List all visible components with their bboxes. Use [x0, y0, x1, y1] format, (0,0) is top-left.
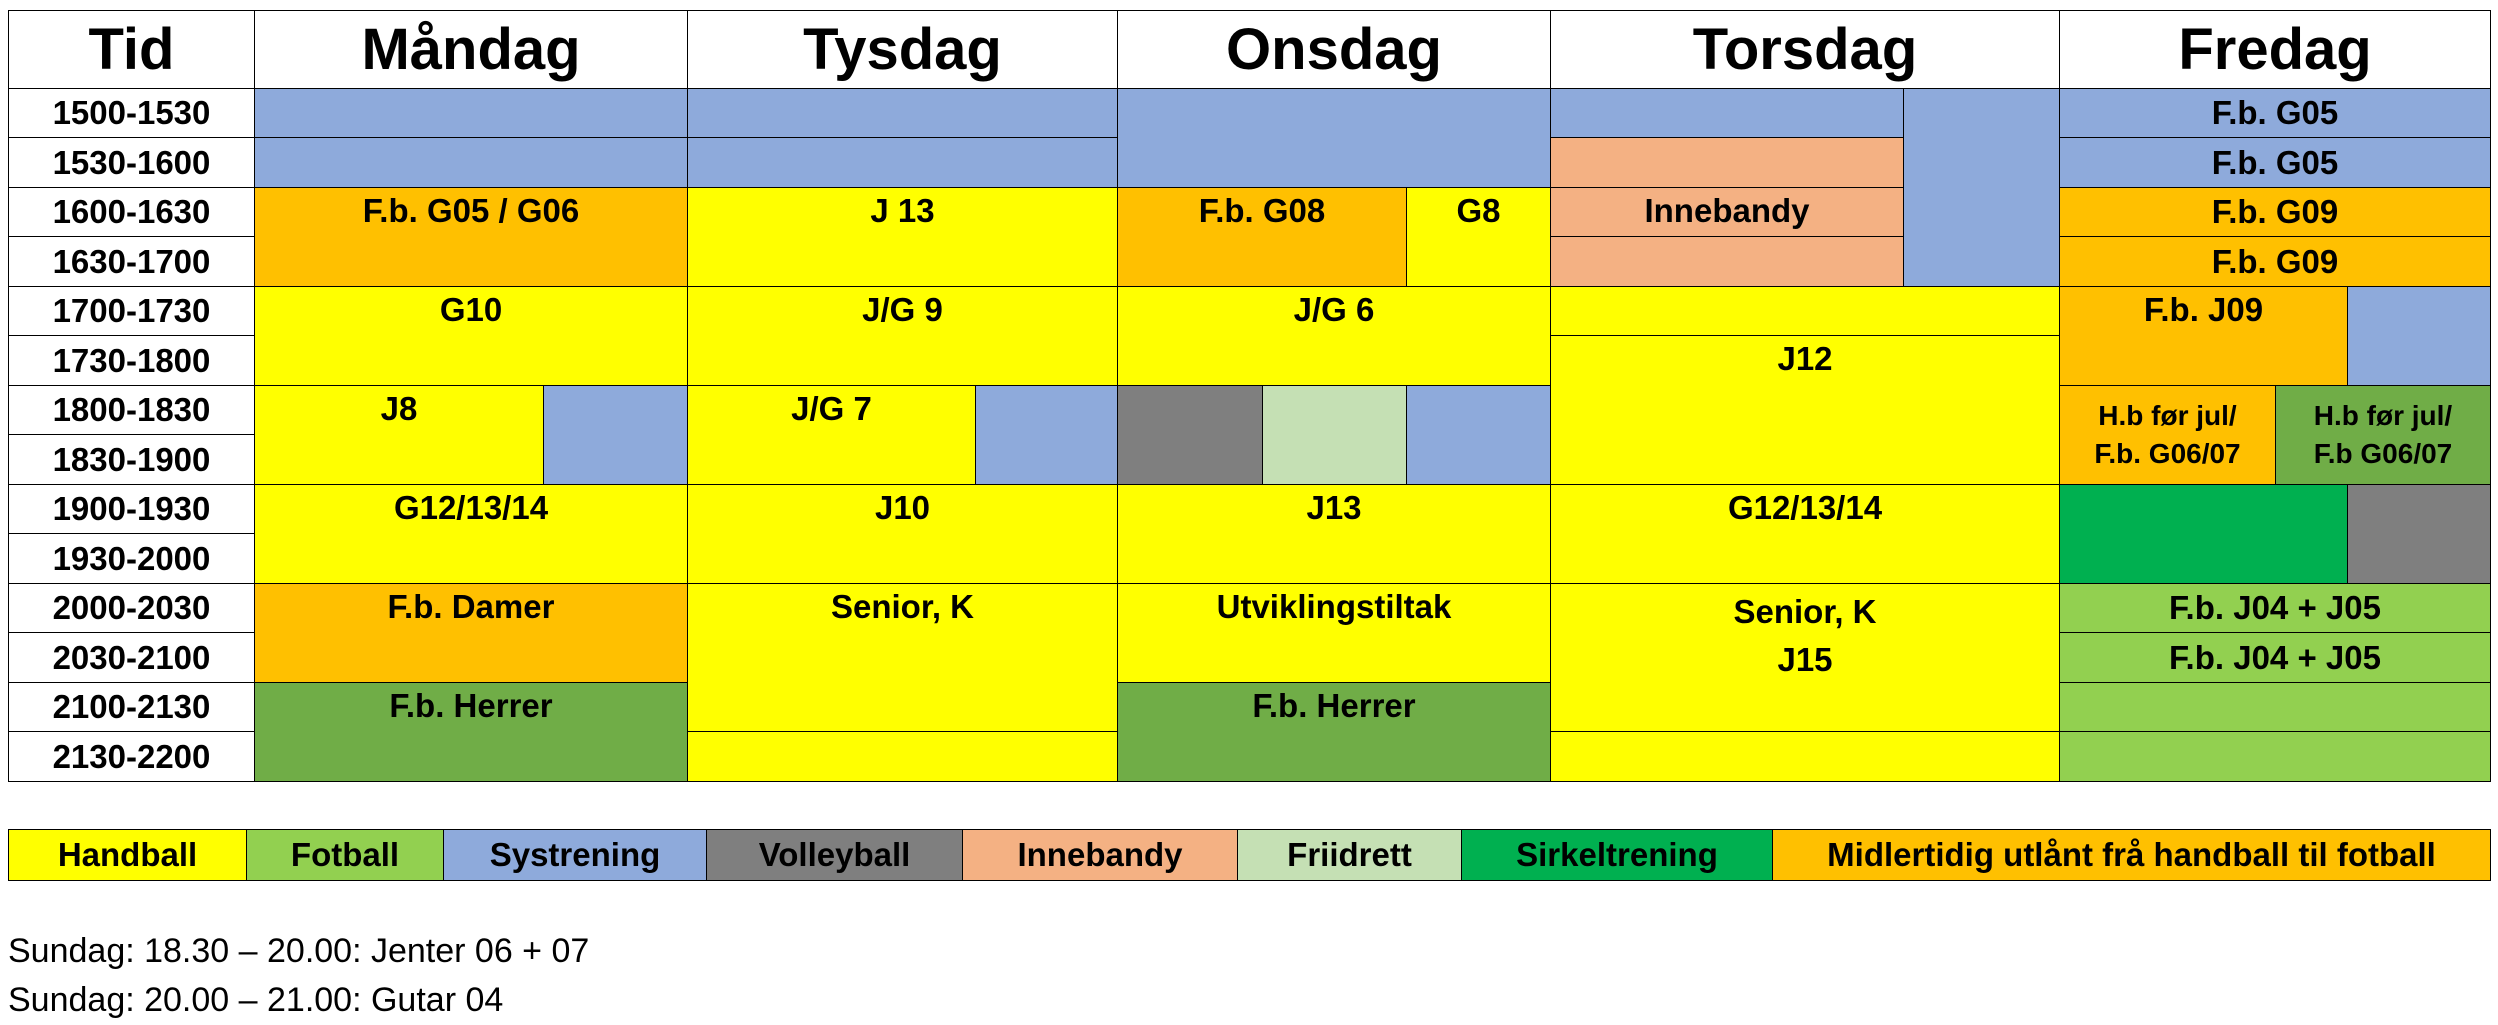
slot-handball — [1550, 286, 2060, 336]
legend: Handball Fotball Systrening Volleyball I… — [8, 829, 2491, 881]
time-slot: 1600-1630 — [8, 187, 255, 237]
slot-utlant: F.b. J09 — [2059, 286, 2348, 386]
label-fb-g06-07: F.b G06/07 — [2313, 438, 2453, 469]
schedule-table: Tid Måndag Tysdag Onsdag Torsdag Fredag … — [8, 10, 2491, 782]
slot-handball: J 13 — [687, 187, 1118, 287]
header-day-fredag: Fredag — [2059, 10, 2491, 89]
slot-fotball — [2059, 682, 2491, 732]
time-slot: 1830-1900 — [8, 434, 255, 485]
time-slot: 1900-1930 — [8, 484, 255, 534]
time-slot: 2000-2030 — [8, 583, 255, 633]
header-day-onsdag: Onsdag — [1117, 10, 1551, 89]
slot-handball: J/G 9 — [687, 286, 1118, 386]
slot-systrening — [1117, 88, 1551, 188]
legend-sirkeltrening: Sirkeltrening — [1461, 829, 1773, 881]
slot-systrening — [1406, 385, 1551, 485]
label-hb-for-jul: H.b før jul/ — [2098, 400, 2237, 431]
slot-handball: J10 — [687, 484, 1118, 584]
slot-handball: Senior, K — [687, 583, 1118, 732]
slot-handball: J/G 6 — [1117, 286, 1551, 386]
slot-innebandy: Innebandy — [1550, 187, 1904, 237]
header-tid: Tid — [8, 10, 255, 89]
slot-utlant: F.b. G09 — [2059, 236, 2491, 287]
time-slot: 2030-2100 — [8, 632, 255, 683]
slot-innebandy — [1550, 137, 1904, 188]
time-slot: 1630-1700 — [8, 236, 255, 287]
slot-handball — [687, 731, 1118, 782]
time-slot: 1530-1600 — [8, 137, 255, 188]
slot-fotball: F.b. J04 + J05 — [2059, 632, 2491, 683]
slot-handball: G12/13/14 — [1550, 484, 2060, 584]
legend-friidrett: Friidrett — [1237, 829, 1462, 881]
slot-systrening — [1903, 88, 2060, 287]
legend-volleyball: Volleyball — [706, 829, 963, 881]
slot-handball — [1550, 731, 2060, 782]
slot-fotball: H.b før jul/ F.b G06/07 — [2275, 385, 2491, 485]
legend-handball: Handball — [8, 829, 247, 881]
time-slot: 1500-1530 — [8, 88, 255, 138]
slot-systrening — [2347, 286, 2491, 386]
time-slot: 2100-2130 — [8, 682, 255, 732]
slot-fotball — [2059, 731, 2491, 782]
slot-handball: J12 — [1550, 335, 2060, 485]
legend-innebandy: Innebandy — [962, 829, 1238, 881]
slot-systrening — [1550, 88, 1904, 138]
slot-systrening: F.b. G05 — [2059, 88, 2491, 138]
time-slot: 1800-1830 — [8, 385, 255, 435]
time-slot: 2130-2200 — [8, 731, 255, 782]
header-day-mandag: Måndag — [254, 10, 688, 89]
slot-utlant: F.b. Damer — [254, 583, 688, 683]
slot-handball: J/G 7 — [687, 385, 976, 485]
label-j15: J15 — [1777, 641, 1833, 678]
slot-handball: G8 — [1406, 187, 1551, 287]
slot-fotball: F.b. J04 + J05 — [2059, 583, 2491, 633]
slot-fotball: F.b. Herrer — [1117, 682, 1551, 782]
slot-handball: J13 — [1117, 484, 1551, 584]
time-slot: 1930-2000 — [8, 533, 255, 584]
slot-systrening — [975, 385, 1118, 485]
slot-handball: G10 — [254, 286, 688, 386]
slot-utlant: F.b. G05 / G06 — [254, 187, 688, 287]
slot-volleyball — [2347, 484, 2491, 584]
legend-utlant: Midlertidig utlånt frå handball til fotb… — [1772, 829, 2491, 881]
slot-systrening — [254, 137, 688, 188]
label-senior-k: Senior, K — [1733, 593, 1877, 630]
slot-utlant: F.b. G08 — [1117, 187, 1407, 287]
slot-systrening — [254, 88, 688, 138]
time-slot: 1730-1800 — [8, 335, 255, 386]
slot-systrening — [543, 385, 688, 485]
slot-fotball: F.b. Herrer — [254, 682, 688, 782]
slot-friidrett — [1262, 385, 1407, 485]
slot-sirkeltrening — [2059, 484, 2348, 584]
header-day-tysdag: Tysdag — [687, 10, 1118, 89]
legend-fotball: Fotball — [246, 829, 444, 881]
label-fb-g06-07: F.b. G06/07 — [2094, 438, 2241, 469]
slot-systrening — [687, 137, 1118, 188]
label-hb-for-jul: H.b før jul/ — [2313, 400, 2453, 431]
slot-utlant: H.b før jul/ F.b. G06/07 — [2059, 385, 2276, 485]
slot-innebandy — [1550, 236, 1904, 287]
legend-systrening: Systrening — [443, 829, 707, 881]
slot-systrening — [687, 88, 1118, 138]
header-day-torsdag: Torsdag — [1550, 10, 2060, 89]
note-sundag-gutar: Sundag: 20.00 – 21.00: Gutar 04 — [8, 981, 504, 1019]
time-slot: 1700-1730 — [8, 286, 255, 336]
slot-systrening: F.b. G05 — [2059, 137, 2491, 188]
slot-handball: J8 — [254, 385, 544, 485]
slot-volleyball — [1117, 385, 1263, 485]
slot-handball: G12/13/14 — [254, 484, 688, 584]
slot-utlant: F.b. G09 — [2059, 187, 2491, 237]
slot-handball: Senior, K J15 — [1550, 583, 2060, 732]
note-sundag-jenter: Sundag: 18.30 – 20.00: Jenter 06 + 07 — [8, 932, 590, 970]
slot-handball: Utviklingstiltak — [1117, 583, 1551, 683]
